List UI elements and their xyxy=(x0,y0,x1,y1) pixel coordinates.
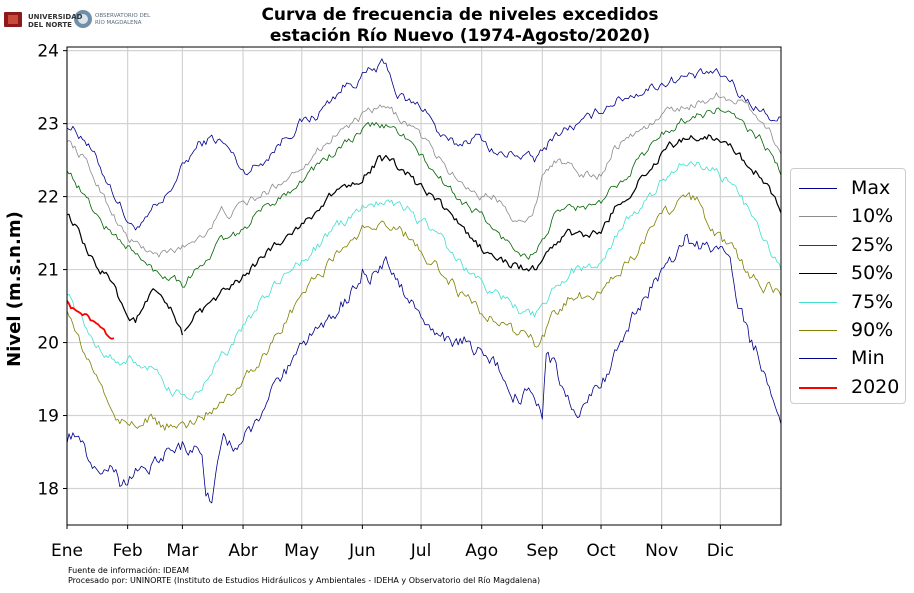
legend-label: 50% xyxy=(851,262,894,285)
x-tick-label: Feb xyxy=(113,541,143,561)
chart-title-block: Curva de frecuencia de niveles excedidos… xyxy=(170,5,750,47)
footer-processed-by: Procesado por: UNINORTE (Instituto de Es… xyxy=(68,576,541,585)
y-tick-label: 19 xyxy=(37,407,59,427)
uninorte-logo-inner xyxy=(8,15,18,24)
legend: Max 10% 25% 50% 75% 90% Min 2020 xyxy=(790,168,906,404)
series-line-50pct xyxy=(66,213,183,336)
footer: Fuente de información: IDEAM Procesado p… xyxy=(68,566,540,586)
legend-label: 90% xyxy=(851,319,894,341)
series-line-max xyxy=(66,58,782,231)
legend-label: 10% xyxy=(851,205,894,228)
logos: UNIVERSIDAD DEL NORTE OBSERVATORIO DEL R… xyxy=(4,8,150,34)
y-tick-label: 20 xyxy=(37,334,59,354)
x-tick-label: Dic xyxy=(707,541,734,561)
legend-swatch xyxy=(799,188,837,189)
series-line-25pct xyxy=(66,107,782,288)
uninorte-logo-text: UNIVERSIDAD DEL NORTE xyxy=(28,13,83,29)
legend-item: Max xyxy=(799,175,905,203)
y-axis: 18 19 20 21 22 23 24 xyxy=(37,42,67,500)
legend-item: 2020 xyxy=(799,374,905,402)
legend-swatch xyxy=(799,244,837,246)
series-line-2020 xyxy=(66,300,115,340)
y-tick-label: 18 xyxy=(37,480,59,500)
legend-item: 25% xyxy=(799,232,905,260)
legend-swatch xyxy=(799,358,837,360)
legend-item: Min xyxy=(799,345,905,373)
x-tick-label: Jun xyxy=(348,541,376,561)
legend-swatch xyxy=(799,273,837,275)
legend-label: 25% xyxy=(851,233,894,256)
legend-label: 75% xyxy=(851,290,894,313)
x-tick-label: Abr xyxy=(228,541,257,561)
observatorio-logo-text: OBSERVATORIO DEL RÍO MAGDALENA xyxy=(95,13,151,26)
chart-title: Curva de frecuencia de niveles excedidos xyxy=(261,5,659,25)
grid xyxy=(66,47,781,525)
series-line-90pct xyxy=(66,192,782,431)
y-tick-label: 23 xyxy=(37,115,59,135)
y-tick-label: 24 xyxy=(37,42,59,62)
legend-swatch xyxy=(799,386,837,389)
legend-swatch xyxy=(799,301,837,303)
x-tick-label: Ene xyxy=(51,541,83,561)
observatorio-logo-inner xyxy=(78,14,88,24)
y-tick-label: 22 xyxy=(37,188,59,208)
x-tick-label: May xyxy=(284,541,319,561)
legend-swatch xyxy=(799,216,837,218)
x-tick-label: Sep xyxy=(526,541,558,561)
x-tick-label: Ago xyxy=(465,541,498,561)
chart-subtitle: estación Río Nuevo (1974-Agosto/2020) xyxy=(269,26,651,46)
legend-item: 10% xyxy=(799,203,905,231)
x-tick-label: Nov xyxy=(645,541,678,561)
x-tick-label: Jul xyxy=(410,541,432,561)
legend-item: 75% xyxy=(799,289,905,317)
y-axis-label: Nivel (m.s.n.m) xyxy=(4,211,25,367)
legend-item: 90% xyxy=(799,317,905,345)
x-axis: Ene Feb Mar Abr May Jun Jul Ago Sep Oct Nov Dic xyxy=(51,525,734,561)
series-line-50pct xyxy=(183,134,782,332)
y-tick-label: 21 xyxy=(37,261,59,281)
legend-swatch xyxy=(799,330,837,331)
legend-label: Max xyxy=(851,177,891,199)
logos-graphic xyxy=(4,10,92,28)
legend-label: Min xyxy=(851,347,885,370)
x-tick-label: Mar xyxy=(166,541,198,561)
legend-label: 2020 xyxy=(851,375,900,398)
series-line-10pct xyxy=(66,92,782,258)
series-line-min xyxy=(66,233,782,504)
x-tick-label: Oct xyxy=(586,541,616,561)
series-line-75pct xyxy=(66,161,782,400)
plot-frame xyxy=(66,46,782,526)
footer-source: Fuente de información: IDEAM xyxy=(68,566,189,575)
series-lines xyxy=(66,58,782,504)
legend-item: 50% xyxy=(799,260,905,288)
